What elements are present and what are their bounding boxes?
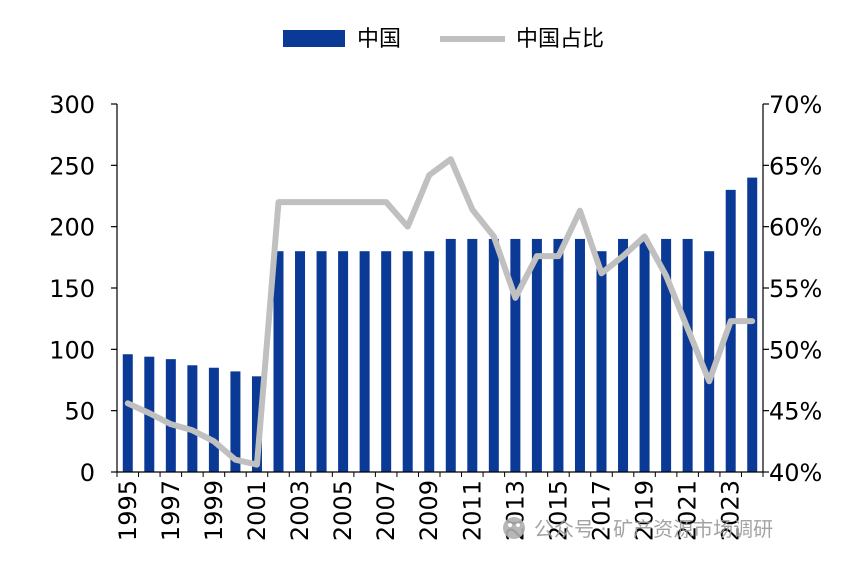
- bar-1998: [187, 365, 198, 472]
- wechat-icon: [503, 517, 525, 539]
- x-tick-label: 2007: [372, 480, 400, 541]
- x-tick-label: 2001: [243, 480, 271, 541]
- y-right-tick-label: 50%: [769, 336, 822, 364]
- bar-1999: [208, 367, 219, 472]
- y-right-tick-label: 60%: [769, 214, 822, 242]
- y-right-tick-label: 65%: [769, 152, 822, 180]
- legend-label-china: 中国: [357, 27, 401, 52]
- x-tick-label: 2011: [458, 480, 486, 541]
- x-tick-label: 1997: [157, 480, 185, 541]
- y-right-tick-label: 70%: [769, 91, 822, 119]
- bar-2018: [618, 238, 629, 472]
- y-left-tick-label: 50: [64, 398, 95, 426]
- y-right-tick-label: 55%: [769, 275, 822, 303]
- y-right-tick-label: 45%: [769, 398, 822, 426]
- watermark: 公众号 · 矿产资源市场调研: [503, 517, 773, 541]
- legend: 中国 中国占比: [283, 27, 604, 52]
- y-left-tick-label: 150: [49, 275, 95, 303]
- bar-2014: [531, 238, 542, 472]
- bar-2008: [402, 251, 413, 472]
- y-left-tick-label: 200: [49, 214, 95, 242]
- bar-2004: [316, 251, 327, 472]
- bar-2016: [574, 238, 585, 472]
- watermark-text: 公众号 · 矿产资源市场调研: [534, 517, 773, 541]
- bar-1997: [165, 359, 176, 472]
- bar-2003: [295, 251, 306, 472]
- bar-2001: [251, 376, 262, 472]
- y-left-tick-label: 100: [49, 336, 95, 364]
- bar-2013: [510, 238, 521, 472]
- bar-2024: [747, 177, 758, 472]
- bar-2000: [230, 371, 241, 472]
- legend-swatch-china: [283, 30, 345, 47]
- legend-label-china-share: 中国占比: [516, 27, 604, 52]
- bar-2022: [704, 251, 715, 472]
- x-tick-label: 2023: [717, 480, 745, 541]
- bar-2010: [445, 238, 456, 472]
- bar-1995: [122, 354, 133, 472]
- y-left-tick-label: 300: [49, 91, 95, 119]
- bar-2005: [338, 251, 349, 472]
- bar-2002: [273, 251, 284, 472]
- bar-2015: [553, 238, 564, 472]
- y-left-tick-label: 0: [80, 459, 95, 487]
- x-tick-label: 2019: [631, 480, 659, 541]
- x-tick-label: 2003: [286, 480, 314, 541]
- bar-2017: [596, 251, 607, 472]
- line-series: [124, 156, 756, 468]
- line-china-share: [124, 156, 756, 468]
- x-tick-label: 2009: [415, 480, 443, 541]
- bar-2023: [725, 189, 736, 472]
- bar-2011: [467, 238, 478, 472]
- x-tick-label: 2005: [329, 480, 357, 541]
- bar-2007: [381, 251, 392, 472]
- bar-series: [122, 177, 758, 472]
- bar-2009: [424, 251, 435, 472]
- bar-2012: [488, 238, 499, 472]
- bar-2006: [359, 251, 370, 472]
- bar-2019: [639, 238, 650, 472]
- x-tick-label: 2017: [588, 480, 616, 541]
- bar-2021: [682, 238, 693, 472]
- y-left-tick-label: 250: [49, 152, 95, 180]
- bar-2020: [661, 238, 672, 472]
- x-tick-label: 1995: [114, 480, 142, 541]
- x-tick-label: 2015: [544, 480, 572, 541]
- x-tick-label: 1999: [200, 480, 228, 541]
- y-right-tick-label: 40%: [769, 459, 822, 487]
- x-tick-label: 2021: [674, 480, 702, 541]
